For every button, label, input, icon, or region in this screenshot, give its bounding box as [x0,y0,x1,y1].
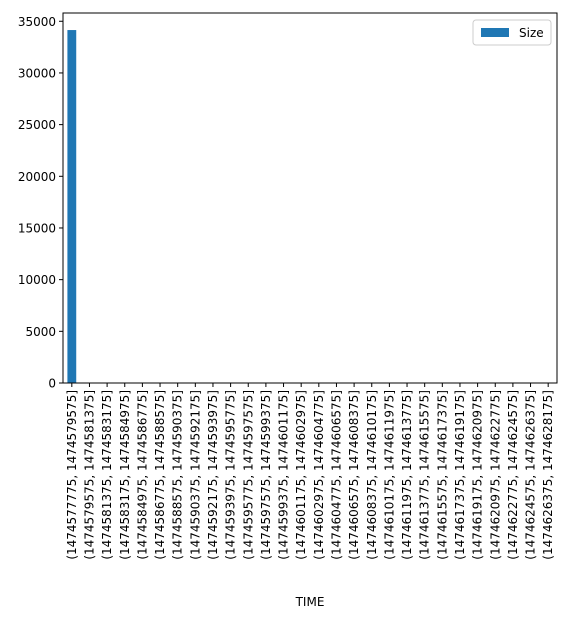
x-tick-label-0: (1474577775, 1474579575] [65,390,79,560]
x-tick-label-19: (1474611975, 1474613775] [400,390,414,560]
x-tick-label-23: (1474619175, 1474620975] [471,390,485,560]
x-tick-label-22: (1474617375, 1474619175] [453,390,467,560]
x-tick-label-18: (1474610175, 1474611975] [382,390,396,560]
x-tick-label-11: (1474597575, 1474599375] [259,390,273,560]
y-tick-label-5: 25000 [18,118,56,132]
y-tick-label-4: 20000 [18,170,56,184]
legend: Size [472,19,552,46]
x-tick-label-10: (1474595775, 1474597575] [241,390,255,560]
x-tick-label-15: (1474604775, 1474606575] [329,390,343,560]
bars-group [67,30,77,384]
x-tick-label-27: (1474626375, 1474628175] [541,390,555,560]
x-tick-label-20: (1474613775, 1474615575] [418,390,432,560]
x-tick-label-24: (1474620975, 1474622775] [488,390,502,560]
y-tick-label-0: 0 [48,377,56,391]
y-tick-label-2: 10000 [18,273,56,287]
y-tick-label-7: 35000 [18,15,56,29]
x-tick-label-3: (1474583175, 1474584975] [118,390,132,560]
x-tick-label-7: (1474590375, 1474592175] [188,390,202,560]
x-tick-label-6: (1474588575, 1474590375] [171,390,185,560]
x-tick-label-1: (1474579575, 1474581375] [82,390,96,560]
x-tick-label-5: (1474586775, 1474588575] [153,390,167,560]
x-tick-label-17: (1474608375, 1474610175] [365,390,379,560]
x-tick-label-14: (1474602975, 1474604775] [312,390,326,560]
x-tick-label-13: (1474601175, 1474602975] [294,390,308,560]
x-axis: (1474577775, 1474579575] (1474579575, 147… [65,383,555,560]
x-tick-label-26: (1474624575, 1474626375] [524,390,538,560]
x-tick-label-4: (1474584975, 1474586775] [135,390,149,560]
x-tick-label-12: (1474599375, 1474601175] [277,390,291,560]
y-tick-label-1: 5000 [25,325,56,339]
legend-label-size: Size [519,26,544,40]
y-tick-label-6: 30000 [18,66,56,80]
y-tick-label-3: 15000 [18,221,56,235]
legend-swatch-size [481,28,509,37]
y-axis: 0 5000 10000 15000 20000 25000 30000 35000 [18,15,63,391]
bar-0 [67,30,77,384]
legend-box [472,19,552,46]
x-tick-label-25: (1474622775, 1474624575] [506,390,520,560]
x-tick-label-16: (1474606575, 1474608375] [347,390,361,560]
x-tick-label-2: (1474581375, 1474583175] [100,390,114,560]
x-axis-label: TIME [295,595,325,609]
x-tick-label-9: (1474593975, 1474595775] [224,390,238,560]
plot-frame [62,12,558,384]
x-tick-label-8: (1474592175, 1474593975] [206,390,220,560]
x-tick-label-21: (1474615575, 1474617375] [435,390,449,560]
